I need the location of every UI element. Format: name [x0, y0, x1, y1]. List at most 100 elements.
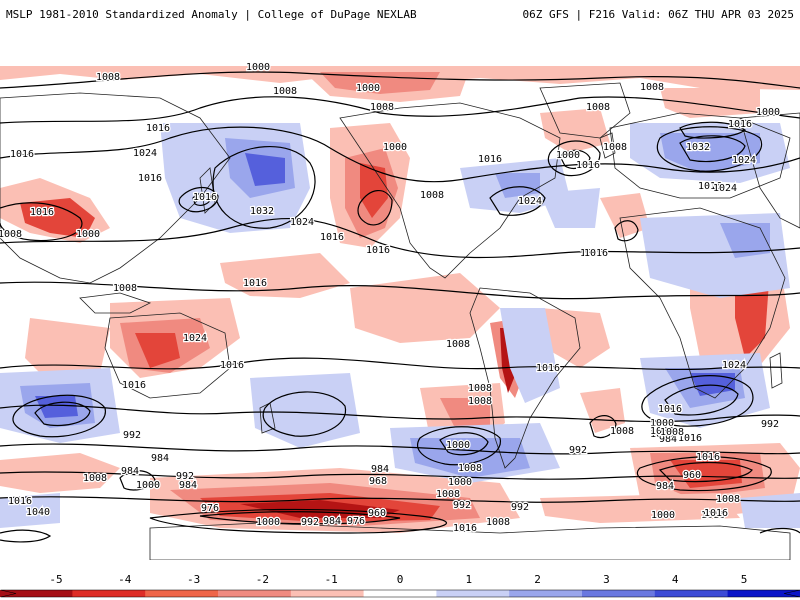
isobar-label: 1016 [122, 380, 146, 391]
isobar-label: 1008 [716, 494, 740, 505]
isobar-label: 960 [683, 470, 701, 481]
isobar-label: 1000 [448, 477, 472, 488]
isobar-label: 1008 [610, 426, 634, 437]
isobar-label: 1000 [651, 510, 675, 521]
isobar-label: 984 [151, 453, 169, 464]
isobar-label: 1016 [10, 149, 34, 160]
isobar-label: 1016 [658, 404, 682, 415]
legend-tick-label: 3 [603, 573, 610, 586]
isobar-label: 1024 [518, 196, 542, 207]
header: MSLP 1981-2010 Standardized Anomaly | Co… [0, 0, 800, 28]
isobar-label: 1016 [138, 173, 162, 184]
legend-color-swatch [72, 590, 146, 597]
isobar-label: 960 [368, 508, 386, 519]
isobar-label: 992 [123, 430, 141, 441]
isobar-label: 1032 [250, 206, 274, 217]
isobar-label: 1008 [83, 473, 107, 484]
isobar-label: 1008 [640, 82, 664, 93]
map-title: MSLP 1981-2010 Standardized Anomaly | Co… [6, 8, 417, 21]
isobar-label: 1008 [273, 86, 297, 97]
isobar-label: 1000 [246, 62, 270, 73]
isobar-label: 992 [301, 517, 319, 528]
isobar-label: 1016 [576, 160, 600, 171]
legend-tick-label: 1 [465, 573, 472, 586]
isobar-label: 976 [201, 503, 219, 514]
legend-color-swatch [655, 590, 729, 597]
color-legend: -5 -4 -3 -2 -1 0 1 2 3 4 5 [0, 566, 800, 600]
isobar-label: 992 [569, 445, 587, 456]
legend-color-swatch [364, 590, 438, 597]
isobar-label: 1016 [453, 523, 477, 534]
legend-color-bar [0, 590, 800, 597]
isobar-label: 1008 [436, 489, 460, 500]
isobar-label: 1008 [370, 102, 394, 113]
isobar-label: 1016 [30, 207, 54, 218]
isobar-label: 1000 [756, 107, 780, 118]
isobar-label: 992 [761, 419, 779, 430]
legend-tick-label: -2 [256, 573, 269, 586]
isobar-label: 1032 [686, 142, 710, 153]
legend-tick-label: 4 [672, 573, 679, 586]
isobar-label: 1008 [113, 283, 137, 294]
legend-tick-label: -4 [118, 573, 132, 586]
isobar-label: 1016 [704, 508, 728, 519]
isobar-label: 1008 [446, 339, 470, 350]
isobar-label: 1008 [586, 102, 610, 113]
isobar-label: 1000 [383, 142, 407, 153]
anomaly-map: 10001000100810081008 10081008100010161016… [0, 28, 800, 560]
isobar-label: 1008 [96, 72, 120, 83]
isobar-label: 968 [369, 476, 387, 487]
isobar-label: 1016 [220, 360, 244, 371]
isobar-label: 1024 [722, 360, 746, 371]
legend-color-swatch [218, 590, 292, 597]
isobar-label: 1024 [133, 148, 157, 159]
legend-tick-label: 5 [741, 573, 748, 586]
isobar-label: 1000 [76, 229, 100, 240]
isobar-label: 1016 [366, 245, 390, 256]
isobar-label: 1016 [584, 248, 608, 259]
isobar-label: 1008 [660, 427, 684, 438]
legend-tick-label: -5 [49, 573, 62, 586]
isobar-label: 1016 [193, 192, 217, 203]
isobar-label: 1008 [486, 517, 510, 528]
isobar-label: 1008 [420, 190, 444, 201]
isobar-label: 1000 [356, 83, 380, 94]
isobar-label: 1024 [713, 183, 737, 194]
legend-color-swatch [145, 590, 219, 597]
isobar-label: 1016 [146, 123, 170, 134]
isobar-label: 1008 [468, 383, 492, 394]
isobar-label: 984 [371, 464, 389, 475]
isobar-label: 1016 [243, 278, 267, 289]
isobar-label: 1016 [478, 154, 502, 165]
legend-color-swatch [509, 590, 583, 597]
isobar-label: 1016 [536, 363, 560, 374]
isobar-label: 1000 [446, 440, 470, 451]
isobar-label: 1008 [0, 229, 22, 240]
isobar-label: 992 [511, 502, 529, 513]
isobar-label: 1000 [136, 480, 160, 491]
legend-color-swatch [582, 590, 656, 597]
isobar-label: 992 [453, 500, 471, 511]
isobar-label: 1040 [26, 507, 50, 518]
isobar-label: 984 [323, 516, 341, 527]
isobar-label: 984 [179, 480, 197, 491]
legend-color-swatch [291, 590, 365, 597]
isobar-label: 1008 [468, 396, 492, 407]
isobar-label: 1008 [603, 142, 627, 153]
isobar-label: 1016 [728, 119, 752, 130]
legend-tick-labels: -5 -4 -3 -2 -1 0 1 2 3 4 5 [49, 573, 747, 586]
legend-tick-label: -1 [325, 573, 338, 586]
isobar-label: 1016 [320, 232, 344, 243]
isobar-label: 984 [121, 466, 139, 477]
anomaly-area-pos1 [740, 493, 800, 528]
isobar-label: 984 [656, 481, 674, 492]
model-run-info: 06Z GFS | F216 Valid: 06Z THU APR 03 202… [522, 8, 794, 21]
isobar-label: 1008 [458, 463, 482, 474]
legend-tick-label: -3 [187, 573, 200, 586]
isobar-label: 1024 [183, 333, 207, 344]
isobar-label: 976 [347, 516, 365, 527]
legend-tick-label: 0 [397, 573, 404, 586]
legend-tick-label: 2 [534, 573, 541, 586]
isobar-label: 1016 [696, 452, 720, 463]
legend-color-swatch [436, 590, 510, 597]
